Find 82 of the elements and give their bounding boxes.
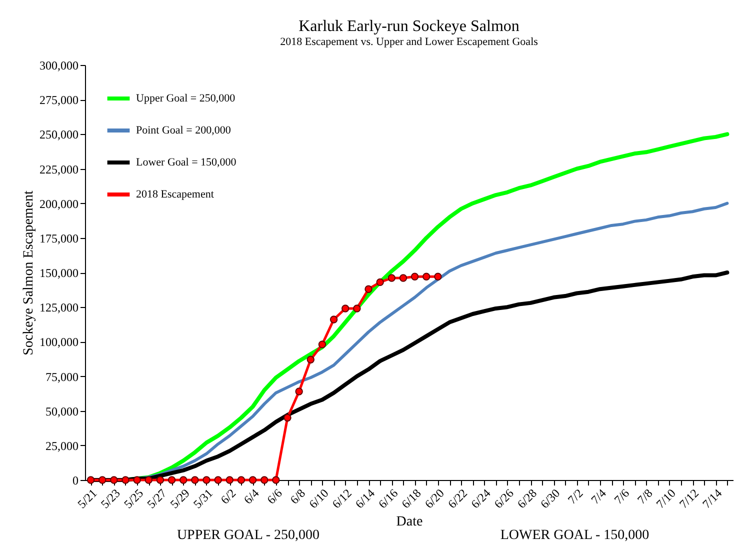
y-tick-label: 0 bbox=[72, 474, 78, 488]
point bbox=[272, 476, 280, 484]
point bbox=[122, 476, 130, 484]
point bbox=[284, 414, 292, 422]
point bbox=[295, 388, 303, 396]
x-tick-label: 6/10 bbox=[306, 486, 332, 512]
x-tick-label: 6/2 bbox=[218, 486, 239, 507]
chart-subtitle: 2018 Escapement vs. Upper and Lower Escapement Goals bbox=[280, 36, 538, 48]
point bbox=[318, 340, 326, 348]
point bbox=[376, 278, 384, 286]
point bbox=[353, 304, 361, 312]
x-tick-label: 5/25 bbox=[121, 486, 146, 512]
x-tick-label: 5/21 bbox=[74, 486, 100, 512]
y-tick-label: 125,000 bbox=[40, 300, 78, 315]
point bbox=[399, 274, 408, 282]
x-tick-label: 6/22 bbox=[445, 486, 470, 512]
point bbox=[110, 476, 118, 484]
point bbox=[237, 476, 246, 484]
point bbox=[342, 304, 350, 312]
point bbox=[306, 356, 314, 364]
point bbox=[364, 285, 372, 293]
x-tick-label: 6/12 bbox=[329, 486, 354, 512]
x-tick-label: 6/16 bbox=[376, 486, 401, 512]
y-tick-label: 25,000 bbox=[46, 438, 78, 453]
legend-label: Upper Goal = 250,000 bbox=[136, 92, 236, 104]
y-tick-label: 300,000 bbox=[40, 58, 78, 72]
x-tick-label: 7/12 bbox=[676, 486, 702, 512]
y-tick-label: 50,000 bbox=[46, 404, 78, 418]
x-tick-label: 7/14 bbox=[700, 486, 725, 512]
x-tick-label: 6/24 bbox=[468, 486, 494, 512]
chart-title: Karluk Early-run Sockeye Salmon bbox=[298, 18, 520, 35]
point bbox=[202, 476, 210, 484]
point bbox=[180, 476, 188, 484]
text: UPPER GOAL - 250,000 bbox=[176, 528, 321, 544]
point bbox=[260, 476, 268, 484]
point bbox=[226, 476, 234, 484]
point bbox=[422, 272, 430, 280]
point bbox=[248, 476, 257, 484]
legend-label: 2018 Escapement bbox=[136, 188, 214, 200]
point bbox=[434, 272, 442, 280]
y-tick-label: 225,000 bbox=[40, 162, 78, 176]
point bbox=[168, 476, 176, 484]
y-tick-label: 250,000 bbox=[40, 128, 78, 142]
y-tick-label: 150,000 bbox=[40, 266, 78, 280]
y-tick-label: 100,000 bbox=[40, 335, 78, 350]
point bbox=[410, 272, 419, 280]
x-tick-label: 5/29 bbox=[167, 486, 192, 512]
x-axis-title: Date bbox=[396, 514, 423, 530]
y-tick-label: 200,000 bbox=[40, 196, 78, 211]
x-tick-label: 6/18 bbox=[398, 486, 424, 512]
point bbox=[133, 476, 141, 484]
legend-label: Lower Goal = 150,000 bbox=[136, 156, 237, 168]
point bbox=[191, 476, 199, 484]
point bbox=[214, 476, 222, 484]
x-tick-label: 6/30 bbox=[538, 486, 563, 512]
x-tick-label: 6/14 bbox=[352, 486, 378, 512]
point bbox=[388, 274, 396, 282]
x-tick-label: 7/2 bbox=[565, 486, 586, 507]
x-tick-label: 6/28 bbox=[514, 486, 540, 512]
point bbox=[86, 476, 95, 484]
x-tick-label: 7/10 bbox=[653, 486, 678, 512]
x-tick-label: 5/27 bbox=[144, 486, 170, 512]
y-tick-label: 75,000 bbox=[46, 370, 78, 384]
x-tick-label: 5/23 bbox=[98, 486, 123, 512]
point bbox=[156, 476, 164, 484]
x-tick-label: 6/8 bbox=[287, 486, 308, 507]
x-tick-label: 6/6 bbox=[264, 486, 285, 507]
point bbox=[330, 316, 338, 324]
x-tick-label: 6/20 bbox=[422, 486, 447, 512]
point bbox=[144, 476, 152, 484]
point bbox=[98, 476, 106, 484]
legend-label: Point Goal = 200,000 bbox=[136, 124, 232, 136]
x-tick-label: 5/31 bbox=[190, 486, 216, 512]
x-tick-label: 7/8 bbox=[634, 486, 656, 507]
y-tick-label: 175,000 bbox=[40, 231, 78, 246]
y-axis-title: Sockeye Salmon Escapement bbox=[22, 190, 36, 356]
x-tick-label: 6/4 bbox=[241, 486, 262, 507]
y-tick-label: 275,000 bbox=[40, 93, 78, 108]
text: LOWER GOAL - 150,000 bbox=[499, 528, 650, 544]
x-tick-label: 6/26 bbox=[491, 486, 516, 512]
x-tick-label: 7/6 bbox=[611, 486, 632, 507]
x-tick-label: 7/4 bbox=[588, 486, 609, 507]
